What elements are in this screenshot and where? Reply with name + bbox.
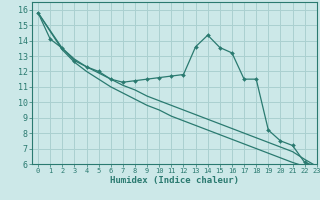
X-axis label: Humidex (Indice chaleur): Humidex (Indice chaleur) (110, 176, 239, 185)
